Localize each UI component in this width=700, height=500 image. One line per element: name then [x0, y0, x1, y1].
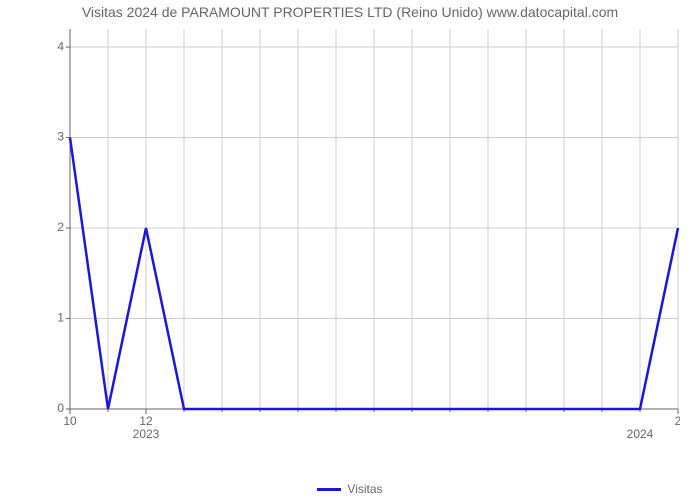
legend-label: Visitas: [347, 482, 382, 496]
chart-legend: Visitas: [0, 482, 700, 496]
svg-text:2023: 2023: [133, 427, 160, 441]
svg-text:4: 4: [57, 39, 64, 53]
chart-plot-area: 012341012220232024: [50, 25, 680, 445]
svg-text:2: 2: [57, 220, 64, 234]
svg-text:3: 3: [57, 130, 64, 144]
svg-text:10: 10: [63, 414, 77, 428]
legend-swatch: [317, 488, 341, 491]
svg-text:2024: 2024: [627, 427, 654, 441]
svg-text:2: 2: [675, 414, 680, 428]
svg-text:12: 12: [139, 414, 153, 428]
chart-title: Visitas 2024 de PARAMOUNT PROPERTIES LTD…: [0, 4, 700, 20]
svg-text:1: 1: [57, 311, 64, 325]
visits-chart: Visitas 2024 de PARAMOUNT PROPERTIES LTD…: [0, 0, 700, 500]
